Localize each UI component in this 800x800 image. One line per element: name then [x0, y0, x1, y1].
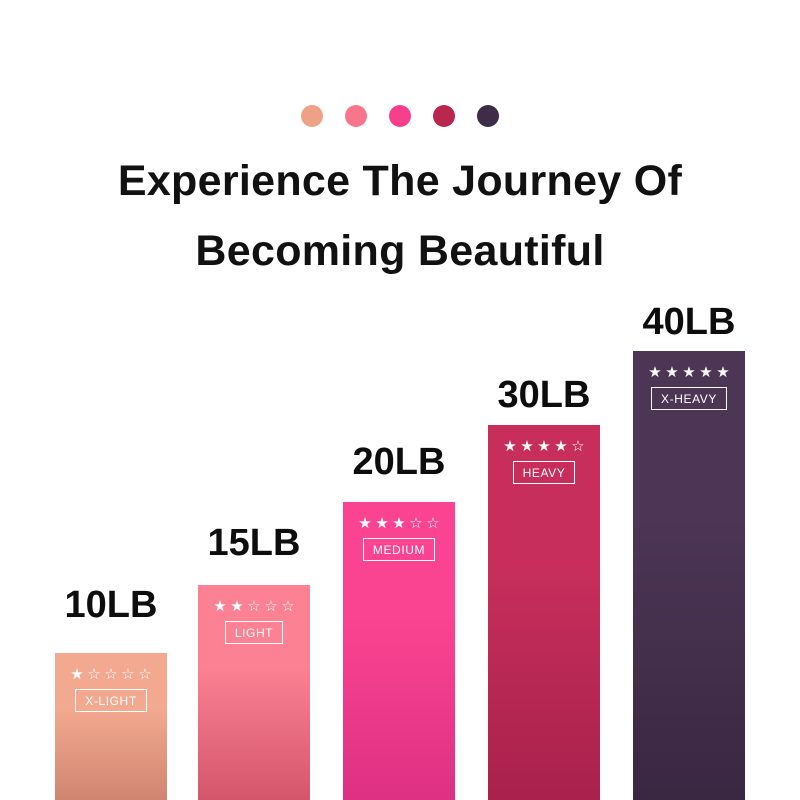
dot-light	[345, 105, 367, 127]
level-badge: X-HEAVY	[651, 387, 727, 410]
star-filled-icon: ★	[70, 666, 84, 683]
bar-rating-block: ★ ★ ★ ★ ★ X-HEAVY	[633, 351, 745, 410]
star-filled-icon: ★	[213, 598, 227, 615]
star-filled-icon: ★	[537, 438, 551, 455]
star-empty-icon: ☆	[104, 666, 118, 683]
bar-weight-label: 40LB	[642, 301, 736, 343]
page-title-line-2: Becoming Beautiful	[195, 227, 605, 275]
star-empty-icon: ☆	[121, 666, 135, 683]
bar-weight-label: 15LB	[207, 522, 301, 564]
bar-weight-label: 10LB	[64, 584, 158, 626]
bar-rating-block: ★ ☆ ☆ ☆ ☆ X-LIGHT	[55, 653, 167, 712]
star-filled-icon: ★	[375, 515, 389, 532]
bar-40lb[interactable]: ★ ★ ★ ★ ★ X-HEAVY	[633, 351, 745, 800]
bar-rating-block: ★ ★ ★ ★ ☆ HEAVY	[488, 425, 600, 484]
bar-10lb[interactable]: ★ ☆ ☆ ☆ ☆ X-LIGHT	[55, 653, 167, 800]
star-empty-icon: ☆	[571, 438, 585, 455]
star-filled-icon: ★	[554, 438, 568, 455]
bar-group[interactable]: 10LB ★ ☆ ☆ ☆ ☆ X-LIGHT	[55, 0, 167, 800]
star-rating: ★ ★ ★ ★ ☆	[503, 439, 586, 454]
page-title-line-1: Experience The Journey Of	[117, 157, 683, 205]
star-empty-icon: ☆	[409, 515, 423, 532]
star-filled-icon: ★	[665, 364, 679, 381]
star-filled-icon: ★	[682, 364, 696, 381]
dot-x-heavy	[477, 105, 499, 127]
bar-rating-block: ★ ★ ★ ☆ ☆ MEDIUM	[343, 502, 455, 561]
star-empty-icon: ☆	[281, 598, 295, 615]
level-badge: X-LIGHT	[75, 689, 147, 712]
page-title: Experience The Journey Of Becoming Beaut…	[0, 146, 800, 286]
bar-group[interactable]: 15LB ★ ★ ☆ ☆ ☆ LIGHT	[198, 0, 310, 800]
star-rating: ★ ★ ☆ ☆ ☆	[213, 599, 296, 614]
star-empty-icon: ☆	[426, 515, 440, 532]
bar-rating-block: ★ ★ ☆ ☆ ☆ LIGHT	[198, 585, 310, 644]
star-filled-icon: ★	[392, 515, 406, 532]
star-filled-icon: ★	[716, 364, 730, 381]
star-empty-icon: ☆	[87, 666, 101, 683]
star-rating: ★ ★ ★ ★ ★	[648, 365, 731, 380]
level-badge: MEDIUM	[362, 538, 436, 561]
bar-15lb[interactable]: ★ ★ ☆ ☆ ☆ LIGHT	[198, 585, 310, 800]
star-empty-icon: ☆	[264, 598, 278, 615]
dot-medium	[389, 105, 411, 127]
level-badge: HEAVY	[512, 461, 576, 484]
star-filled-icon: ★	[520, 438, 534, 455]
star-filled-icon: ★	[648, 364, 662, 381]
star-filled-icon: ★	[699, 364, 713, 381]
star-filled-icon: ★	[503, 438, 517, 455]
bar-20lb[interactable]: ★ ★ ★ ☆ ☆ MEDIUM	[343, 502, 455, 800]
star-filled-icon: ★	[230, 598, 244, 615]
star-rating: ★ ☆ ☆ ☆ ☆	[70, 667, 153, 682]
dot-x-light	[301, 105, 323, 127]
star-empty-icon: ☆	[247, 598, 261, 615]
star-rating: ★ ★ ★ ☆ ☆	[358, 516, 441, 531]
bar-group[interactable]: 40LB ★ ★ ★ ★ ★ X-HEAVY	[633, 0, 745, 800]
bar-weight-label: 20LB	[352, 441, 446, 483]
bar-group[interactable]: 20LB ★ ★ ★ ☆ ☆ MEDIUM	[343, 0, 455, 800]
bar-group[interactable]: 30LB ★ ★ ★ ★ ☆ HEAVY	[488, 0, 600, 800]
bar-weight-label: 30LB	[497, 374, 591, 416]
bar-30lb[interactable]: ★ ★ ★ ★ ☆ HEAVY	[488, 425, 600, 800]
dot-row	[0, 105, 800, 127]
star-filled-icon: ★	[358, 515, 372, 532]
dot-heavy	[433, 105, 455, 127]
level-badge: LIGHT	[224, 621, 284, 644]
star-empty-icon: ☆	[138, 666, 152, 683]
